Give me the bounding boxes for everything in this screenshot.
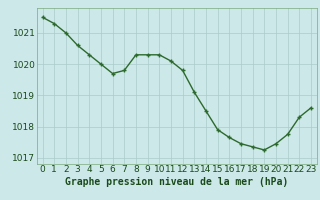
X-axis label: Graphe pression niveau de la mer (hPa): Graphe pression niveau de la mer (hPa) (65, 177, 288, 187)
